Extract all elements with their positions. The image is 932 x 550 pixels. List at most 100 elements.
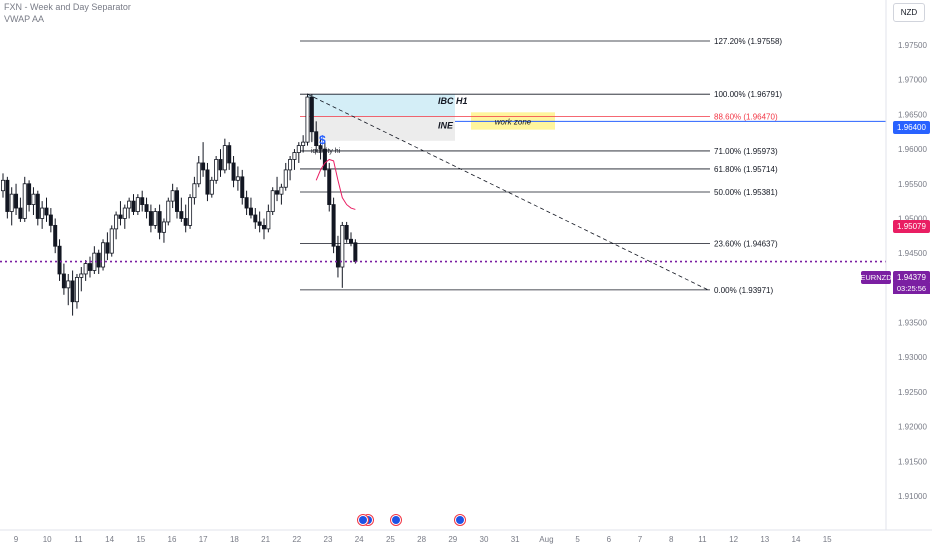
price-tag-pink: 1.95079 xyxy=(893,220,930,233)
fib-level-label: 61.80% (1.95714) xyxy=(714,165,778,174)
candle-body xyxy=(248,207,253,216)
event-marker-icon xyxy=(390,514,402,526)
event-marker-dot xyxy=(456,516,464,524)
x-tick-label: 5 xyxy=(575,535,580,544)
indicator-label-vwap[interactable]: VWAP AA xyxy=(4,14,45,24)
candle-body xyxy=(109,228,114,254)
x-tick-label: 29 xyxy=(448,535,457,544)
candle-body xyxy=(157,211,162,233)
candle-body xyxy=(0,179,6,192)
candle-body xyxy=(9,193,14,212)
ine-zone xyxy=(307,116,455,141)
candle-body xyxy=(296,145,301,153)
candle-body xyxy=(301,141,306,147)
price-tag-current: 1.94379 xyxy=(893,271,930,284)
event-marker-dot xyxy=(359,516,367,524)
fib-trendline xyxy=(307,93,709,291)
candle-body xyxy=(153,211,158,226)
fib-level-label: 100.00% (1.96791) xyxy=(714,90,782,99)
candle-body xyxy=(83,263,88,275)
candle-body xyxy=(331,204,336,247)
candle-body xyxy=(253,214,258,223)
fib-level-label: 0.00% (1.93971) xyxy=(714,286,773,295)
candle-body xyxy=(48,214,53,226)
candle-body xyxy=(101,242,106,268)
x-tick-label: 17 xyxy=(199,535,208,544)
x-tick-label: 15 xyxy=(136,535,145,544)
x-tick-label: 14 xyxy=(105,535,114,544)
candle-body xyxy=(79,273,84,278)
x-tick-label: 6 xyxy=(607,535,612,544)
candle-body xyxy=(188,197,193,226)
y-tick-label: 1.91000 xyxy=(898,492,927,501)
price-tag-blue: 1.96400 xyxy=(893,121,930,134)
x-tick-label: 12 xyxy=(729,535,738,544)
candle-body xyxy=(318,145,323,150)
candle-body xyxy=(122,207,127,219)
candle-body xyxy=(344,224,349,240)
fib-retracement[interactable]: 127.20% (1.97558) 100.00% (1.96791) 88.60%… xyxy=(300,37,782,295)
y-tick-label: 1.92000 xyxy=(898,423,927,432)
y-tick-label: 1.93500 xyxy=(898,319,927,328)
currency-button[interactable]: NZD xyxy=(893,3,925,22)
candle-body xyxy=(231,162,236,181)
event-markers[interactable] xyxy=(357,514,466,526)
candle-body xyxy=(144,204,149,212)
candle-body xyxy=(283,169,288,188)
candle-body xyxy=(266,211,271,230)
candle-body xyxy=(205,169,210,195)
x-tick-label: Aug xyxy=(539,535,553,544)
event-marker-dot xyxy=(392,516,400,524)
x-tick-label: 14 xyxy=(792,535,801,544)
ibc-label: IBC H1 xyxy=(438,96,468,106)
dollar-icon: $ xyxy=(319,133,326,147)
fib-level-label: 23.60% (1.94637) xyxy=(714,240,778,249)
candle-body xyxy=(166,200,171,223)
x-tick-label: 10 xyxy=(43,535,52,544)
x-tick-label: 21 xyxy=(261,535,270,544)
candle-body xyxy=(335,245,340,268)
event-marker-icon xyxy=(454,514,466,526)
candle-body xyxy=(31,193,36,205)
y-tick-label: 1.97000 xyxy=(898,76,927,85)
x-tick-label: 11 xyxy=(74,535,83,544)
candle-body xyxy=(127,200,132,209)
y-tick-label: 1.97500 xyxy=(898,41,927,50)
x-tick-label: 15 xyxy=(823,535,832,544)
candle-body xyxy=(74,277,79,303)
x-tick-label: 30 xyxy=(480,535,489,544)
y-tick-label: 1.92500 xyxy=(898,388,927,397)
candle-body xyxy=(327,169,332,205)
candle-body xyxy=(309,96,314,133)
symbol-tag: EURNZD xyxy=(860,271,892,284)
candle-body xyxy=(57,245,62,275)
candle-body xyxy=(161,221,166,233)
candle-body xyxy=(140,197,145,205)
x-tick-label: 16 xyxy=(168,535,177,544)
candle-body xyxy=(270,190,275,212)
fib-level-label: 50.00% (1.95381) xyxy=(714,188,778,197)
ibc-zone xyxy=(307,94,455,117)
candle-body xyxy=(170,190,175,202)
x-tick-label: 11 xyxy=(698,535,707,544)
candle-body xyxy=(214,159,219,181)
candle-body xyxy=(340,224,345,268)
candle-body xyxy=(44,207,49,216)
candle-body xyxy=(209,179,214,195)
x-tick-label: 28 xyxy=(417,535,426,544)
candle-body xyxy=(61,273,66,289)
candle-body xyxy=(353,242,358,262)
candle-body xyxy=(179,211,184,219)
candle-body xyxy=(18,207,23,219)
candle-body xyxy=(227,145,232,164)
candle-body xyxy=(314,131,319,147)
candle-body xyxy=(131,200,136,212)
candle-body xyxy=(66,280,71,289)
candle-body xyxy=(261,224,266,230)
indicator-label-separator[interactable]: FXN - Week and Day Separator xyxy=(4,2,131,12)
candle-body xyxy=(22,183,27,219)
fib-level-label: 88.60% (1.96470) xyxy=(714,112,778,121)
x-tick-label: 24 xyxy=(355,535,364,544)
